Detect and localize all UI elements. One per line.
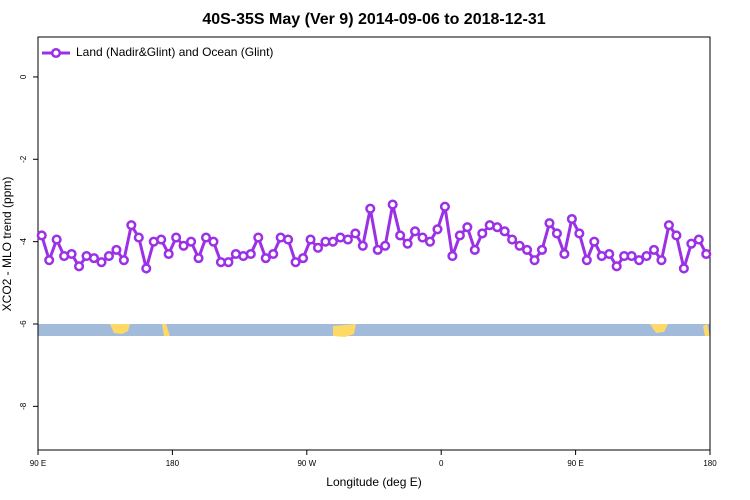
- data-point: [454, 230, 465, 241]
- data-point: [395, 230, 406, 241]
- data-point: [574, 228, 585, 239]
- data-point: [492, 222, 503, 233]
- data-point: [686, 238, 697, 249]
- x-tick-label: 90 E: [567, 459, 583, 468]
- data-point: [178, 240, 189, 251]
- data-point: [529, 255, 540, 266]
- plot-frame: [37, 36, 711, 451]
- y-tick-label: -8: [19, 402, 28, 410]
- map-strip: [38, 324, 710, 337]
- data-point: [522, 244, 533, 255]
- data-point: [402, 238, 413, 249]
- data-point: [671, 230, 682, 241]
- data-point: [663, 220, 674, 231]
- y-tick-label: -4: [19, 238, 28, 246]
- data-point: [186, 236, 197, 247]
- data-point: [656, 255, 667, 266]
- data-point: [350, 228, 361, 239]
- x-tick-label: 90 W: [297, 459, 316, 468]
- legend-marker: [50, 47, 62, 59]
- data-point: [96, 257, 107, 268]
- data-point: [387, 199, 398, 210]
- x-tick-label: 0: [439, 459, 444, 468]
- data-point: [559, 248, 570, 260]
- data-point: [380, 240, 391, 251]
- data-point: [118, 255, 129, 266]
- data-point: [648, 244, 660, 255]
- data-point: [51, 234, 62, 245]
- data-point: [111, 244, 122, 255]
- data-point: [365, 203, 376, 214]
- data-point: [514, 240, 525, 251]
- x-tick-label: 180: [166, 459, 180, 468]
- data-point: [298, 253, 309, 264]
- data-point: [678, 263, 689, 274]
- data-point: [626, 251, 637, 262]
- data-point: [641, 251, 652, 262]
- data-point: [693, 234, 704, 245]
- data-point: [424, 236, 436, 247]
- data-point: [469, 244, 480, 255]
- data-point: [283, 234, 294, 245]
- data-point: [223, 257, 234, 268]
- data-point: [634, 255, 645, 266]
- data-point: [342, 234, 353, 245]
- data-point: [477, 228, 488, 239]
- data-point: [260, 253, 271, 264]
- data-point: [312, 242, 324, 253]
- data-point: [103, 251, 114, 262]
- data-point: [141, 263, 152, 274]
- y-axis-label: XCO2 - MLO trend (ppm): [0, 177, 14, 312]
- data-point: [701, 248, 712, 260]
- data-point: [253, 232, 264, 243]
- data-point: [305, 234, 316, 245]
- data-point: [88, 253, 100, 264]
- x-tick-label: 90 E: [30, 459, 46, 468]
- data-point: [439, 201, 450, 212]
- data-point: [581, 255, 592, 266]
- data-point: [566, 213, 577, 225]
- data-point: [447, 251, 458, 262]
- data-point: [66, 248, 77, 260]
- data-point: [74, 261, 85, 272]
- data-point: [208, 236, 219, 247]
- y-tick-label: -6: [19, 320, 28, 328]
- data-point: [133, 232, 144, 243]
- data-point: [410, 226, 421, 237]
- data-point: [156, 234, 167, 245]
- data-point: [245, 248, 256, 260]
- data-point: [126, 220, 137, 231]
- data-point: [589, 236, 600, 247]
- data-point: [507, 234, 518, 245]
- data-point: [327, 236, 338, 247]
- data-point: [36, 230, 47, 241]
- chart-title: 40S-35S May (Ver 9) 2014-09-06 to 2018-1…: [202, 11, 545, 28]
- data-point: [611, 261, 622, 272]
- data-point: [462, 222, 473, 233]
- data-point: [372, 244, 383, 255]
- data-point: [200, 232, 212, 243]
- data-point: [163, 248, 174, 260]
- data-point: [536, 244, 548, 255]
- data-point: [357, 240, 368, 251]
- data-point: [171, 232, 182, 243]
- data-point: [44, 255, 55, 266]
- data-point: [417, 232, 428, 243]
- x-tick-label: 180: [703, 459, 717, 468]
- data-point: [499, 226, 510, 237]
- data-point: [604, 248, 615, 260]
- data-point: [544, 218, 555, 229]
- data-point: [193, 253, 204, 264]
- y-tick-label: -2: [19, 155, 28, 163]
- y-tick-label: 0: [19, 74, 28, 79]
- data-point: [268, 248, 279, 260]
- x-axis-label: Longitude (deg E): [326, 475, 421, 489]
- legend-label: Land (Nadir&Glint) and Ocean (Glint): [76, 45, 273, 59]
- data-point: [432, 224, 443, 235]
- data-point: [290, 257, 301, 268]
- data-point: [551, 228, 562, 239]
